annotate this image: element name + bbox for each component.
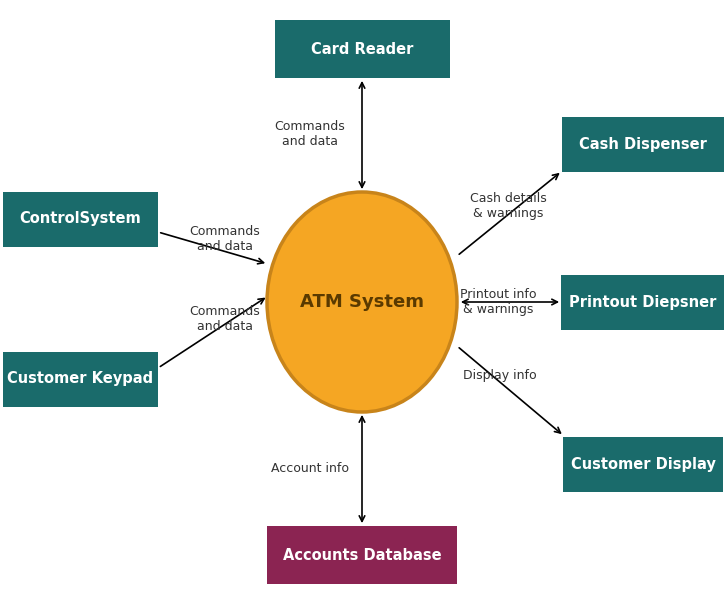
FancyBboxPatch shape — [2, 352, 158, 406]
Text: Commands
and data: Commands and data — [274, 120, 345, 148]
Text: Account info: Account info — [271, 463, 349, 475]
Text: Printout Diepsner: Printout Diepsner — [569, 295, 717, 309]
FancyBboxPatch shape — [274, 20, 450, 78]
FancyBboxPatch shape — [563, 437, 723, 492]
Text: ControlSystem: ControlSystem — [19, 211, 141, 226]
Text: Display info: Display info — [463, 370, 536, 382]
Text: Customer Display: Customer Display — [571, 457, 715, 472]
Text: Commands
and data: Commands and data — [190, 305, 261, 333]
Text: Customer Keypad: Customer Keypad — [7, 371, 153, 387]
FancyBboxPatch shape — [2, 191, 158, 246]
Text: Card Reader: Card Reader — [311, 42, 413, 57]
Text: Printout info
& warnings: Printout info & warnings — [460, 288, 536, 316]
Text: Cash details
& warnings: Cash details & warnings — [470, 192, 547, 220]
Ellipse shape — [267, 192, 457, 412]
Text: Cash Dispenser: Cash Dispenser — [579, 137, 707, 152]
Text: Commands
and data: Commands and data — [190, 225, 261, 253]
Text: ATM System: ATM System — [300, 293, 424, 311]
FancyBboxPatch shape — [267, 526, 457, 584]
FancyBboxPatch shape — [560, 274, 724, 330]
Text: Accounts Database: Accounts Database — [282, 547, 442, 562]
FancyBboxPatch shape — [562, 117, 724, 172]
